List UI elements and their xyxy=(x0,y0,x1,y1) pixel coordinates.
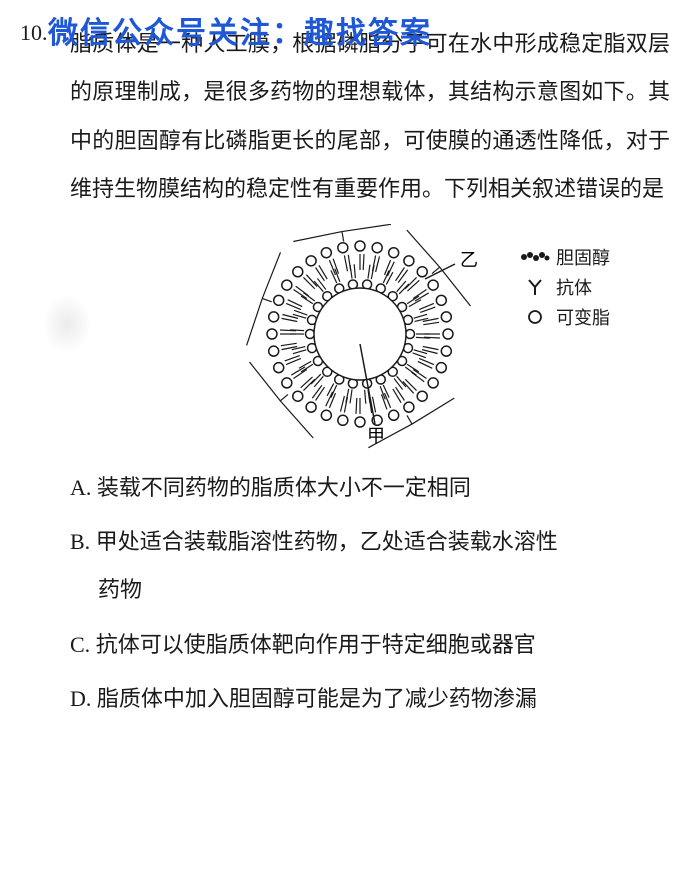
option-d-text: 脂质体中加入胆固醇可能是为了减少药物渗漏 xyxy=(97,686,537,711)
legend-antibody-label: 抗体 xyxy=(556,274,592,300)
antibody-icon xyxy=(520,278,550,296)
print-smudge xyxy=(42,294,92,354)
question-number: 10. xyxy=(20,20,48,46)
legend-antibody: 抗体 xyxy=(520,274,610,300)
cholesterol-icon xyxy=(520,249,550,265)
diagram-container: 乙 甲 胆固醇 抗体 可变脂 xyxy=(70,224,670,454)
legend-cholesterol: 胆固醇 xyxy=(520,244,610,270)
lipid-icon xyxy=(520,308,550,326)
legend-lipid: 可变脂 xyxy=(520,304,610,330)
options-list: A. 装载不同药物的脂质体大小不一定相同 B. 甲处适合装载脂溶性药物，乙处适合… xyxy=(70,464,670,724)
liposome-diagram: 乙 甲 xyxy=(240,224,500,454)
legend-cholesterol-label: 胆固醇 xyxy=(556,244,610,270)
question-stem: 脂质体是一种人工膜，根据磷脂分子可在水中形成稳定脂双层的原理制成，是很多药物的理… xyxy=(70,20,670,214)
label-outer: 乙 xyxy=(460,250,478,270)
option-b: B. 甲处适合装载脂溶性药物，乙处适合装载水溶性药物 xyxy=(70,518,670,615)
option-b-text-head: 甲处适合装载脂溶性药物，乙处适合装载水溶性 xyxy=(96,529,558,554)
diagram-legend: 胆固醇 抗体 可变脂 xyxy=(520,244,610,334)
option-c-text: 抗体可以使脂质体靶向作用于特定细胞或器官 xyxy=(96,632,536,657)
label-inner: 甲 xyxy=(367,426,385,446)
option-a-text: 装载不同药物的脂质体大小不一定相同 xyxy=(97,475,471,500)
option-a: A. 装载不同药物的脂质体大小不一定相同 xyxy=(70,464,670,512)
option-d: D. 脂质体中加入胆固醇可能是为了减少药物渗漏 xyxy=(70,675,670,723)
option-c: C. 抗体可以使脂质体靶向作用于特定细胞或器官 xyxy=(70,621,670,669)
option-b-text-tail: 药物 xyxy=(70,566,670,614)
legend-lipid-label: 可变脂 xyxy=(556,304,610,330)
